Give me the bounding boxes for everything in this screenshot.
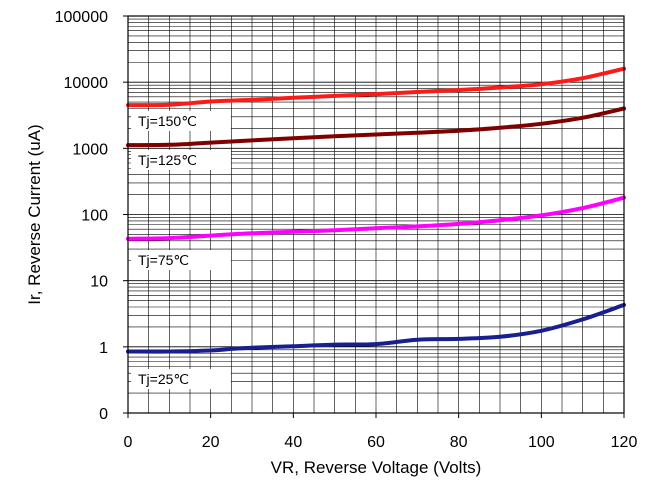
y-tick-label: 100000 xyxy=(55,9,108,26)
x-tick-label: 100 xyxy=(528,434,555,451)
series-label-1: Tj=75℃ xyxy=(138,252,189,268)
series-label-background xyxy=(131,250,231,270)
series-line-1 xyxy=(126,195,626,241)
series-label-background xyxy=(131,150,231,170)
y-tick-label: 10000 xyxy=(64,75,109,92)
y-tick-label: 1 xyxy=(99,340,108,357)
series-label-2: Tj=125℃ xyxy=(138,152,197,168)
series-label-background xyxy=(131,369,231,389)
series-layer xyxy=(126,66,626,354)
series-label-0: Tj=25℃ xyxy=(138,371,189,387)
series-line-0 xyxy=(126,302,626,354)
x-tick-label: 120 xyxy=(611,434,638,451)
x-tick-label: 40 xyxy=(284,434,302,451)
y-tick-label: 100 xyxy=(81,208,108,225)
x-tick-label: 80 xyxy=(450,434,468,451)
y-axis-title: Ir, Reverse Current (uA) xyxy=(25,124,44,304)
series-line-3 xyxy=(126,66,626,108)
y-tick-label: 1000 xyxy=(72,141,108,158)
series-label-background xyxy=(131,111,231,131)
x-tick-label: 20 xyxy=(202,434,220,451)
x-tick-label: 0 xyxy=(124,434,133,451)
series-line-2 xyxy=(126,106,626,148)
x-tick-label: 60 xyxy=(367,434,385,451)
y-tick-label: 10 xyxy=(90,274,108,291)
series-label-layer: Tj=25℃ Tj=75℃ Tj=125℃ Tj=150℃ xyxy=(131,111,231,389)
series-label-3: Tj=150℃ xyxy=(138,113,197,129)
x-axis-title: VR, Reverse Voltage (Volts) xyxy=(271,458,482,477)
tick-layer: 0 20 40 60 80 100 120 0 1 10 100 1000 10000 100000 xyxy=(55,9,638,451)
y-tick-label: 0 xyxy=(99,406,108,423)
